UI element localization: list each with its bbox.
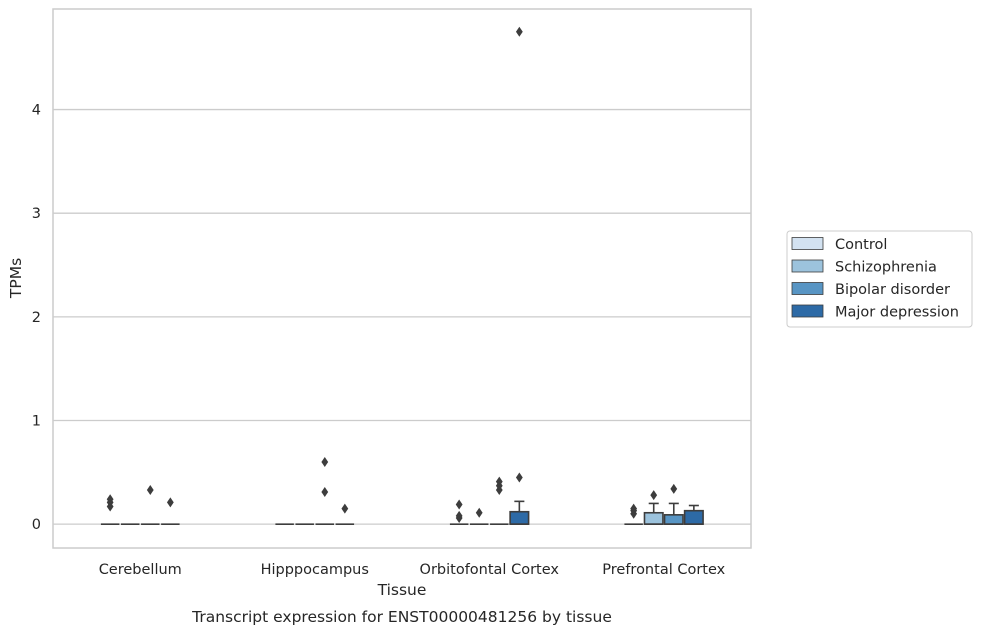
legend-swatch-2 [791,282,824,295]
outlier-3-1-0 [650,490,658,501]
outlier-2-1-0 [475,507,483,518]
legend-swatch-3 [791,304,824,318]
box-3-3 [683,504,704,525]
legend-items: Control Schizophrenia Bipolar disorder Majo… [791,237,959,321]
outlier-0-0-2 [106,494,114,505]
x-axis-label: Tissue [377,581,427,599]
x-tick-labels: Cerebellum Hipppocampus Orbitofontal Corte… [99,562,726,578]
y-axis-label: TPMs [7,258,25,299]
legend-label-0: Control [835,237,887,253]
outlier-0-2-0 [146,484,154,495]
box-2-3 [509,500,530,525]
y-tick-label-2: 2 [32,310,41,326]
x-tick-label-1: Hipppocampus [261,562,369,578]
legend-swatch-0 [791,237,824,250]
box-body [643,511,664,525]
box-body [683,509,704,525]
x-tick-label-0: Cerebellum [99,562,182,578]
box-3-1 [643,502,664,525]
outlier-2-2-2 [495,476,503,487]
y-tick-label-0: 0 [32,517,41,533]
legend-frame [786,230,973,328]
chart-caption: Transcript expression for ENST0000048125… [191,608,612,626]
outlier-1-2-1 [321,456,329,467]
plot-area-frame [52,8,752,549]
box-body [509,510,530,525]
y-tick-labels: 0 1 2 3 4 [32,103,41,534]
outlier-1-2-0 [321,487,329,498]
outlier-2-3-1 [515,26,523,37]
x-tick-label-2: Orbitofontal Cortex [420,562,560,578]
x-tick-label-3: Prefrontal Cortex [602,562,725,578]
outlier-3-2-0 [670,483,678,494]
y-tick-label-3: 3 [32,206,41,222]
outlier-layer [106,26,678,523]
outlier-3-0-2 [630,503,638,514]
legend-label-1: Schizophrenia [835,260,937,276]
legend-label-2: Bipolar disorder [835,282,950,298]
outlier-2-0-1 [455,510,463,521]
legend-label-3: Major depression [835,305,959,321]
outlier-0-3-0 [166,497,174,508]
outlier-2-3-0 [515,472,523,483]
box-3-2 [663,502,684,525]
y-tick-label-4: 4 [32,103,41,119]
legend: Control Schizophrenia Bipolar disorder Majo… [786,230,973,328]
grid-layer [53,108,751,525]
outlier-1-3-0 [341,503,349,514]
legend-swatch-1 [791,259,824,273]
box-body [663,514,684,525]
y-tick-label-1: 1 [32,414,41,430]
box-layer [100,500,704,525]
outlier-2-0-2 [455,499,463,510]
